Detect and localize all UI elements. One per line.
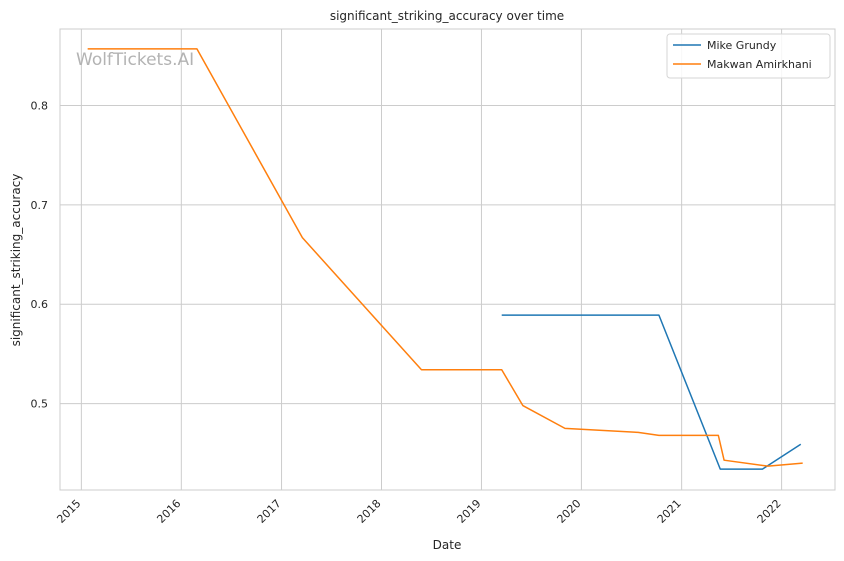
legend-label: Mike Grundy: [707, 39, 777, 52]
legend-label: Makwan Amirkhani: [707, 58, 812, 71]
x-tick-label: 2016: [154, 497, 183, 526]
plot-frame: [59, 28, 836, 491]
y-axis-label: significant_striking_accuracy: [9, 174, 23, 347]
y-tick-label: 0.8: [31, 100, 49, 113]
x-tick-label: 2017: [255, 497, 284, 526]
x-axis-ticks: 2015 2016 2017 2018 2019 2020 2021 2022: [54, 497, 783, 526]
grid: [60, 29, 835, 490]
legend-box: [666, 33, 831, 79]
x-tick-label: 2020: [555, 497, 584, 526]
x-tick-label: 2018: [355, 497, 384, 526]
y-tick-label: 0.6: [31, 298, 49, 311]
watermark: WolfTickets.AI: [76, 50, 194, 70]
x-tick-label: 2021: [655, 497, 684, 526]
series-line-0: [501, 314, 802, 470]
x-axis-label: Date: [433, 538, 462, 552]
x-tick-label: 2015: [54, 497, 83, 526]
series-line-1: [87, 48, 803, 467]
y-tick-label: 0.7: [31, 199, 49, 212]
series-lines: [87, 48, 803, 470]
legend: Mike Grundy Makwan Amirkhani: [666, 33, 831, 79]
x-tick-label: 2022: [755, 497, 784, 526]
y-axis-ticks: 0.5 0.6 0.7 0.8: [31, 100, 49, 411]
x-tick-label: 2019: [455, 497, 484, 526]
chart-title: significant_striking_accuracy over time: [330, 9, 564, 23]
y-tick-label: 0.5: [31, 398, 49, 411]
